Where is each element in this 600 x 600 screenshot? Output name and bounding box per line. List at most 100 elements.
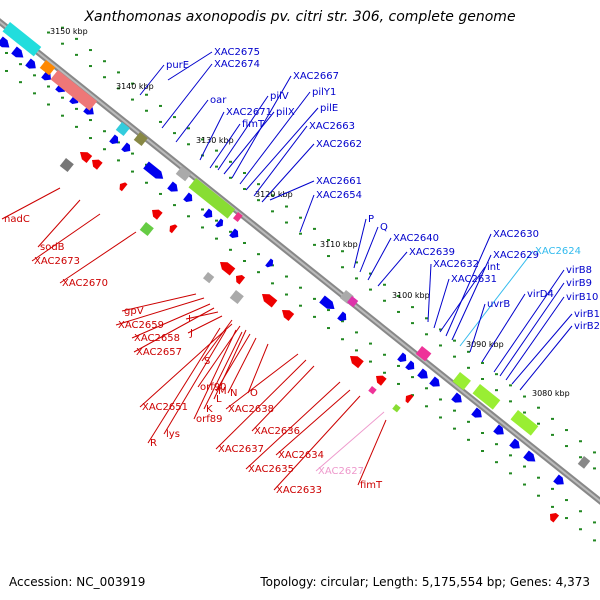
label-leader-line — [459, 250, 534, 347]
gc-dot — [551, 417, 554, 420]
reverse-gene-label: XAC2634 — [278, 450, 324, 461]
label-leader-line — [201, 319, 233, 362]
feature-box — [229, 290, 244, 305]
gc-dot — [131, 82, 134, 85]
gc-dot — [355, 331, 358, 334]
gc-dot — [523, 411, 526, 414]
gc-dot — [159, 192, 162, 195]
label-leader-line — [359, 226, 379, 273]
gc-dot — [509, 472, 512, 475]
reverse-gene-label: nadC — [4, 214, 30, 225]
reverse-gene — [376, 375, 387, 386]
forward-gene — [451, 392, 462, 403]
gc-dot — [369, 288, 372, 291]
label-leader-line — [357, 419, 387, 486]
feature-box — [472, 383, 501, 410]
reverse-gene-label: XAC2673 — [34, 256, 80, 267]
reverse-gene-label: lys — [166, 429, 180, 440]
gc-dot — [131, 170, 134, 173]
forward-gene — [493, 424, 504, 435]
feature-box — [452, 372, 471, 391]
feature-box — [50, 70, 98, 111]
reverse-gene-label: XAC2637 — [218, 444, 264, 455]
reverse-gene-label: XAC2627 — [318, 466, 364, 477]
gc-dot — [61, 114, 64, 117]
gc-dot — [285, 293, 288, 296]
gc-dot — [103, 148, 106, 151]
label-leader-line — [239, 91, 311, 185]
forward-gene — [471, 407, 482, 418]
gc-dot — [257, 271, 260, 274]
gc-dot — [537, 422, 540, 425]
scale-tick-label: 3120 kbp — [255, 190, 293, 199]
gc-dot — [327, 239, 330, 242]
gc-dot — [229, 176, 232, 179]
gc-dot — [369, 342, 372, 345]
gc-dot — [411, 322, 414, 325]
gc-dot — [467, 420, 470, 423]
gc-dot — [383, 283, 386, 286]
gc-dot — [425, 317, 428, 320]
gc-dot — [61, 26, 64, 29]
gc-dot — [411, 394, 414, 397]
reverse-gene-label: orf90 — [200, 382, 226, 393]
feature-box — [188, 177, 236, 219]
forward-gene — [183, 192, 193, 203]
reverse-gene-label: XAC2657 — [136, 347, 182, 358]
gc-dot — [341, 250, 344, 253]
label-leader-line — [433, 278, 450, 329]
reverse-gene-label: I — [188, 314, 191, 325]
gc-dot — [229, 160, 232, 163]
forward-gene-label: XAC2624 — [535, 246, 581, 257]
reverse-gene-label: XAC2651 — [142, 402, 188, 413]
gc-dot — [467, 350, 470, 353]
gc-dot — [187, 127, 190, 130]
gc-dot — [551, 487, 554, 490]
label-leader-line — [115, 297, 205, 326]
forward-gene — [0, 36, 10, 48]
gc-dot — [509, 454, 512, 457]
reverse-gene — [350, 356, 364, 369]
forward-gene-label: virB9 — [566, 278, 592, 289]
forward-gene-label: oar — [210, 95, 227, 106]
scale-tick-label: 3080 kbp — [532, 389, 570, 398]
label-leader-line — [427, 263, 432, 323]
gc-dot — [565, 429, 568, 432]
gc-dot — [145, 109, 148, 112]
label-leader-line — [31, 213, 101, 262]
label-leader-line — [353, 218, 367, 269]
gc-dot — [509, 384, 512, 387]
gc-dot — [551, 433, 554, 436]
gc-dot — [299, 286, 302, 289]
reverse-gene-label: L — [216, 394, 222, 405]
gc-dot — [257, 199, 260, 202]
label-leader-line — [225, 353, 299, 410]
gc-dot — [187, 215, 190, 218]
gc-dot — [327, 327, 330, 330]
gc-dot — [523, 395, 526, 398]
gc-dot — [131, 152, 134, 155]
gc-dot — [313, 243, 316, 246]
gc-dot — [481, 362, 484, 365]
label-leader-line — [139, 323, 233, 408]
label-leader-line — [209, 123, 241, 169]
gc-dot — [215, 149, 218, 152]
gc-dot — [593, 467, 596, 470]
accession-text: Accession: NC_003919 — [9, 575, 146, 589]
gc-dot — [383, 299, 386, 302]
reverse-gene — [550, 512, 560, 523]
gc-dot — [271, 282, 274, 285]
forward-gene-label: Q — [380, 222, 388, 233]
forward-gene — [405, 360, 415, 371]
scale-tick-label: 3150 kbp — [50, 27, 88, 36]
gc-dot — [481, 450, 484, 453]
gc-dot — [355, 261, 358, 264]
label-leader-line — [469, 303, 486, 353]
gc-dot — [425, 387, 428, 390]
feature-box — [175, 166, 192, 182]
gc-dot — [131, 98, 134, 101]
label-leader-line — [505, 296, 565, 381]
gc-dot — [537, 494, 540, 497]
gc-dot — [285, 205, 288, 208]
scale-tick-label: 3090 kbp — [466, 340, 504, 349]
